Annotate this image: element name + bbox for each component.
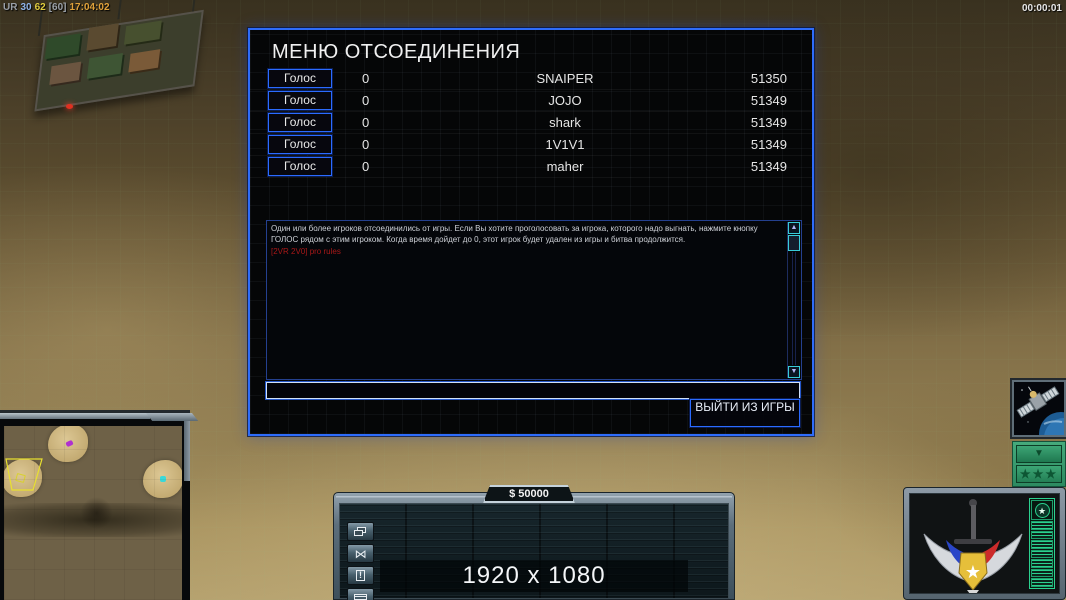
stat-latency: 62 (34, 2, 46, 13)
message-area: Один или более игроков отсоединились от … (266, 220, 802, 380)
money-display: $ 50000 (483, 485, 575, 503)
star-icon: ★ (1034, 502, 1050, 518)
unit-portrait-panel: ★ ★ (903, 487, 1066, 600)
wrench-icon: ⋈ (354, 546, 367, 561)
scroll-down-icon[interactable]: ▼ (788, 366, 800, 378)
player-table: Голос 0 SNAIPER 51350 Голос 0 JOJO 51349… (250, 68, 812, 178)
player-votes: 0 (362, 93, 370, 108)
experience-segment (1031, 559, 1053, 568)
satellite-icon (1014, 382, 1066, 458)
scrollbar-thumb[interactable] (788, 235, 800, 251)
player-votes: 0 (362, 115, 370, 130)
military-base-structure[interactable] (23, 0, 210, 124)
player-row: Голос 0 shark 51349 (250, 112, 812, 134)
vote-button[interactable]: Голос (268, 91, 332, 110)
player-votes: 0 (362, 159, 370, 174)
player-row: Голос 0 SNAIPER 51350 (250, 68, 812, 90)
vote-button[interactable]: Голос (268, 157, 332, 176)
exit-game-button[interactable]: ВЫЙТИ ИЗ ИГРЫ (690, 399, 800, 427)
general-rank-panel: ▼ ★★★ (1012, 441, 1066, 487)
match-timer: 00:00:01 (1021, 3, 1062, 14)
experience-bar: ★ (1029, 498, 1055, 589)
player-ping: 51349 (750, 159, 787, 174)
command-bar: $ 50000 ⋈ ! 1920 x 1080 (333, 492, 735, 600)
repair-button[interactable]: ⋈ (347, 544, 374, 563)
experience-segment (1031, 549, 1053, 559)
rank-stars[interactable]: ★★★ (1016, 465, 1062, 483)
alert-icon: ! (356, 570, 365, 581)
player-ping: 51349 (750, 137, 787, 152)
experience-segment (1031, 578, 1053, 588)
windows-icon (354, 527, 367, 536)
base-light (66, 104, 73, 109)
player-name: 1V1V1 (545, 137, 585, 152)
message-scrollbar[interactable]: ▲ ▼ (787, 222, 800, 378)
rank-collapse-button[interactable]: ▼ (1016, 445, 1062, 463)
svg-text:★: ★ (965, 562, 981, 583)
player-row: Голос 0 1V1V1 51349 (250, 134, 812, 156)
chat-input-wrap (266, 382, 800, 401)
player-votes: 0 (362, 71, 370, 86)
debug-stats: UR 30 62 [60] 17:04:02 (3, 2, 113, 13)
disconnect-menu-dialog: МЕНЮ ОТСОЕДИНЕНИЯ Голос 0 SNAIPER 51350 … (248, 28, 814, 436)
scroll-up-icon[interactable]: ▲ (788, 222, 800, 234)
player-ping: 51349 (750, 93, 787, 108)
chat-input[interactable] (267, 385, 799, 401)
stat-bracket: [60] (48, 2, 67, 13)
experience-segment (1031, 521, 1053, 530)
vote-button[interactable]: Голос (268, 69, 332, 88)
minimap[interactable] (4, 426, 182, 600)
stat-prefix: UR (3, 2, 18, 13)
player-name: SNAIPER (536, 71, 594, 86)
messages-button[interactable] (347, 588, 374, 600)
command-bar-buttons: ⋈ ! (347, 522, 374, 600)
player-ping: 51350 (750, 71, 787, 86)
stat-clock: 17:04:02 (69, 2, 110, 13)
player-ping: 51349 (750, 115, 787, 130)
options-button[interactable] (347, 522, 374, 541)
chat-sign-icon (354, 593, 367, 600)
veterancy-star-box: ★ (1031, 500, 1053, 520)
chevron-down-icon: ▼ (1034, 448, 1044, 459)
minimap-frame-corner (146, 413, 199, 421)
resolution-overlay: 1920 x 1080 (380, 560, 688, 592)
vote-button[interactable]: Голос (268, 135, 332, 154)
dialog-title: МЕНЮ ОТСОЕДИНЕНИЯ (272, 41, 521, 63)
experience-segment (1031, 530, 1053, 540)
experience-segment (1031, 568, 1053, 578)
stat-fps: 30 (20, 2, 32, 13)
scrollbar-track[interactable] (792, 252, 796, 365)
player-row: Голос 0 maher 51349 (250, 156, 812, 178)
army-emblem-icon: ★ (923, 499, 1023, 593)
alerts-button[interactable]: ! (347, 566, 374, 585)
disconnect-info-text: Один или более игроков отсоединились от … (271, 224, 758, 244)
minimap-panel (0, 410, 199, 600)
satellite-ability-button[interactable] (1012, 380, 1066, 458)
player-row: Голос 0 JOJO 51349 (250, 90, 812, 112)
player-votes: 0 (362, 137, 370, 152)
vote-button[interactable]: Голос (268, 113, 332, 132)
player-name: JOJO (548, 93, 582, 108)
unit-portrait[interactable]: ★ ★ (909, 493, 1060, 594)
command-bar-surface: ⋈ ! 1920 x 1080 (339, 503, 729, 600)
minimap-frame-edge (184, 421, 190, 481)
experience-segment (1031, 540, 1053, 549)
player-name: shark (549, 115, 581, 130)
player-name: maher (546, 159, 584, 174)
minimap-frame-top (0, 413, 150, 419)
chat-message-red: [2VR 2V0] pro rules (271, 247, 341, 256)
camera-frustum-outline (5, 458, 43, 491)
